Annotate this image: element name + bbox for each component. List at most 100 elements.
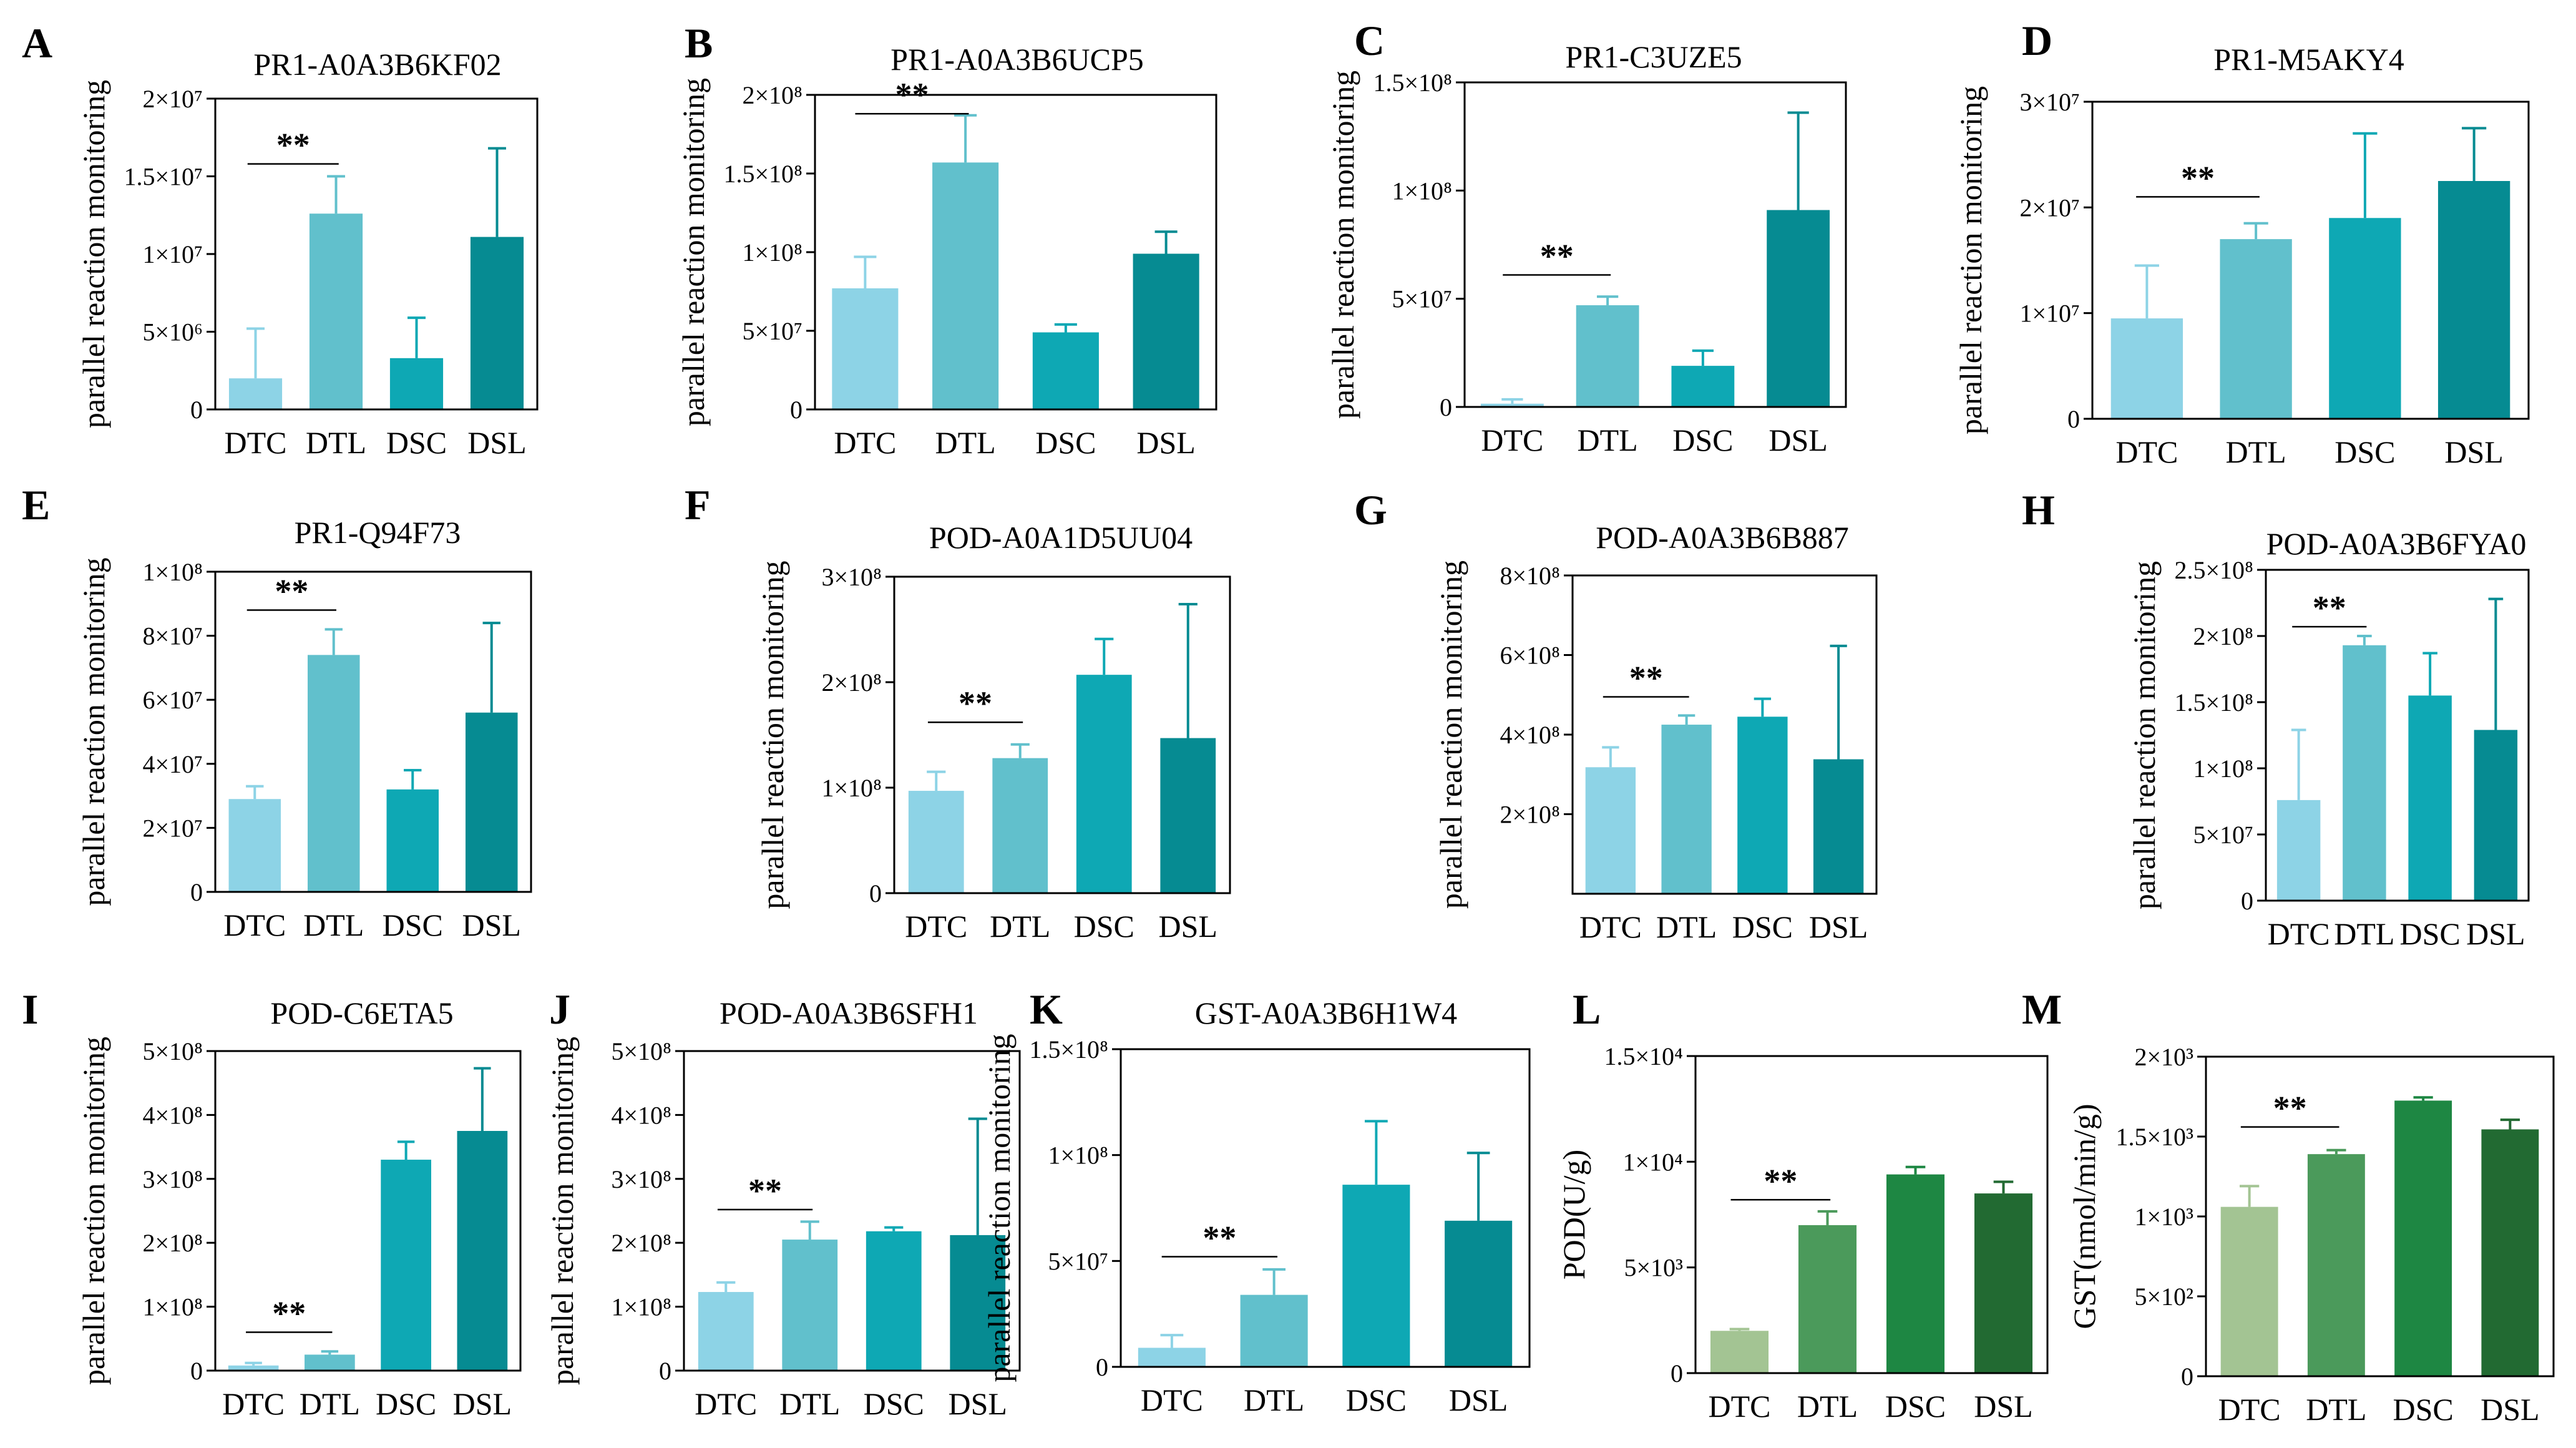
panel-b-bar-dtl (932, 162, 999, 409)
panel-h-ylabel: parallel reaction monitoring (2127, 561, 2162, 909)
panel-j-bar-dtc (698, 1292, 754, 1371)
panel-e-ytick-label: 1×10⁸ (142, 558, 203, 586)
panel-j-xtick-label: DTL (779, 1386, 840, 1421)
panel-d-xtick-label: DSC (2334, 434, 2395, 469)
panel-m-ytick-label: 2×10³ (2134, 1043, 2193, 1071)
panel-c-xtick-label: DTC (1481, 423, 1543, 457)
panel-c-ytick-label: 0 (1440, 393, 1452, 421)
panel-e-xtick-label: DTC (223, 907, 286, 942)
panel-i-bar-dtl (305, 1354, 355, 1371)
panel-h-ytick-label: 2×10⁸ (2193, 622, 2253, 650)
panel-f-ytick-label: 0 (869, 879, 882, 907)
panel-j-xtick-label: DTC (695, 1386, 757, 1421)
panel-k-ytick-label: 1.5×10⁸ (1029, 1035, 1108, 1064)
panel-b-ylabel: parallel reaction monitoring (676, 78, 711, 426)
panel-b-ytick-label: 1.5×10⁸ (723, 160, 803, 188)
panel-g-bar-dsc (1737, 717, 1788, 894)
panel-f-letter: F (685, 481, 711, 529)
panel-e-ylabel: parallel reaction monitoring (76, 557, 111, 906)
panel-l: L POD(U/g) 0 5×10³ 1×10⁴ 1.5×10⁴ DTC DTL DSC DSL *… (1556, 986, 2049, 1424)
panel-b-title: PR1-A0A3B6UCP5 (890, 42, 1144, 77)
panel-b-plot-frame (814, 94, 1217, 411)
panel-a: A PR1-A0A3B6KF02 parallel reaction monitor… (22, 19, 539, 460)
panel-l-bar-dsc (1886, 1174, 1945, 1373)
panel-j-ytick-label: 1×10⁸ (611, 1293, 671, 1321)
panel-i-letter: I (22, 986, 38, 1033)
panel-f-xtick-label: DTC (905, 909, 967, 944)
panel-d-bar-dsc (2329, 218, 2401, 419)
panel-g-bar-dtl (1661, 725, 1712, 894)
panel-m-bar-dtl (2307, 1154, 2365, 1376)
panel-k-letter: K (1030, 986, 1063, 1033)
panel-k-bar-dtl (1240, 1294, 1308, 1367)
panel-e-plot-frame (214, 570, 532, 893)
panel-d-xtick-label: DTL (2226, 434, 2286, 469)
panel-i-ytick-label: 4×10⁸ (142, 1101, 203, 1129)
panel-c-xtick-label: DSC (1672, 423, 1733, 457)
panel-e-ytick-label: 4×10⁷ (142, 750, 203, 778)
panel-i-xtick-label: DTC (222, 1386, 285, 1421)
panel-i-ytick-label: 0 (190, 1357, 203, 1385)
panel-d-significance-label: ** (2181, 159, 2215, 197)
panel-d-letter: D (2022, 17, 2052, 64)
panel-e-title: PR1-Q94F73 (295, 515, 461, 550)
panel-i-xtick-label: DTL (300, 1386, 360, 1421)
panel-k: K GST-A0A3B6H1W4 parallel reaction monitor… (982, 986, 1531, 1417)
panel-b-xtick-label: DSL (1136, 425, 1195, 460)
panel-f-ytick-label: 3×10⁸ (821, 563, 882, 591)
panel-f-bar-dtl (992, 758, 1048, 893)
panel-i-ytick-label: 1×10⁸ (142, 1293, 203, 1321)
panel-h-ytick-label: 2.5×10⁸ (2174, 556, 2253, 584)
panel-b-ytick-label: 0 (790, 396, 803, 424)
panel-f-title: POD-A0A1D5UU04 (929, 520, 1193, 555)
panel-i-bar-dtc (228, 1365, 279, 1371)
panel-k-xtick-label: DTC (1141, 1382, 1203, 1417)
panel-l-significance-label: ** (1764, 1162, 1797, 1200)
panel-g-ytick-label: 4×10⁸ (1500, 721, 1560, 749)
panel-d: D PR1-M5AKY4 parallel reaction monitoring 0… (1953, 17, 2530, 469)
panel-a-bar-dsc (389, 358, 444, 409)
panel-i-bar-dsc (381, 1160, 431, 1371)
panel-e: E PR1-Q94F73 parallel reaction monitoring 0… (22, 481, 532, 942)
panel-h-bar-dsc (2408, 695, 2452, 901)
panel-g-letter: G (1354, 486, 1387, 534)
panel-d-title: PR1-M5AKY4 (2213, 42, 2404, 77)
panel-i-significance-label: ** (272, 1295, 306, 1333)
panel-j-ytick-label: 4×10⁸ (611, 1101, 671, 1129)
panel-c-bar-dsc (1671, 366, 1735, 407)
panel-e-bar-dsc (386, 789, 439, 892)
panel-g-title: POD-A0A3B6B887 (1596, 520, 1849, 555)
panel-k-xtick-label: DSL (1449, 1382, 1508, 1417)
panel-d-ytick-label: 0 (2067, 405, 2080, 433)
panel-h-bar-dtc (2276, 800, 2321, 901)
panel-h-xtick-label: DTC (2268, 916, 2330, 951)
panel-k-ylabel: parallel reaction monitoring (982, 1034, 1017, 1382)
panel-m-letter: M (2022, 986, 2062, 1033)
panel-l-ylabel: POD(U/g) (1556, 1150, 1591, 1279)
panel-i-title: POD-C6ETA5 (270, 996, 453, 1030)
panel-g-xtick-label: DSC (1732, 909, 1793, 944)
panel-b: B PR1-A0A3B6UCP5 parallel reaction monitor… (676, 19, 1217, 460)
panel-j-letter: J (549, 986, 570, 1033)
panel-i-ytick-label: 5×10⁸ (142, 1037, 203, 1065)
panel-i: I POD-C6ETA5 parallel reaction monitoring 0… (22, 986, 522, 1421)
panel-k-ytick-label: 5×10⁷ (1048, 1247, 1108, 1275)
panel-h-plot-frame (2265, 569, 2530, 902)
panel-j-title: POD-A0A3B6SFH1 (720, 996, 978, 1030)
panel-b-xtick-label: DTL (935, 425, 996, 460)
panel-a-xtick-label: DSC (386, 425, 447, 460)
panel-k-bar-dsl (1445, 1220, 1513, 1367)
panel-h-ytick-label: 1.5×10⁸ (2174, 688, 2253, 717)
panel-b-ytick-label: 2×10⁸ (742, 81, 803, 109)
panel-c-ylabel: parallel reaction monitoring (1325, 71, 1360, 419)
panel-h-bar-dsl (2474, 730, 2518, 901)
panel-j-significance-label: ** (748, 1172, 782, 1210)
panel-a-bar-dtc (228, 378, 283, 409)
panel-h-bar-dtl (2343, 645, 2386, 901)
panel-l-xtick-label: DSC (1885, 1389, 1946, 1424)
panel-k-plot-frame (1120, 1048, 1531, 1368)
panel-e-ytick-label: 0 (190, 878, 203, 906)
panel-d-bar-dtc (2110, 318, 2183, 419)
panel-c-xtick-label: DTL (1578, 423, 1638, 457)
